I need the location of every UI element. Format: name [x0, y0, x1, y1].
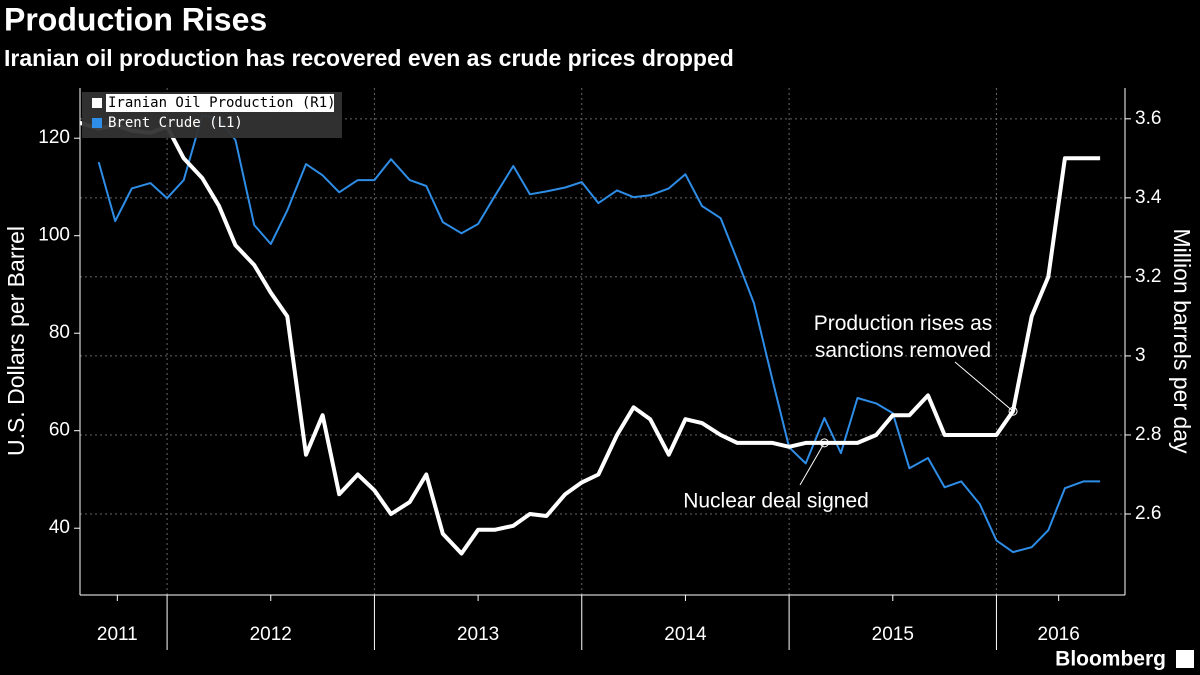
source: Bloomberg — [1055, 648, 1166, 671]
chart-title: Production Rises — [4, 1, 267, 37]
y2-tick-label: 3.6 — [1135, 108, 1161, 129]
y-tick-label: 40 — [49, 517, 70, 538]
y2-tick-label: 2.6 — [1135, 503, 1161, 524]
y-tick-label: 120 — [38, 127, 70, 148]
y-tick-label: 100 — [38, 225, 70, 246]
x-tick-label: 2016 — [1038, 624, 1080, 645]
legend-swatch — [92, 98, 102, 108]
annotation: Nuclear deal signed — [683, 490, 869, 513]
chart-subtitle: Iranian oil production has recovered eve… — [4, 45, 734, 71]
legend-swatch — [92, 118, 102, 128]
y2-axis-label: Million barrels per day — [1169, 229, 1195, 454]
y2-tick-label: 3.2 — [1135, 266, 1161, 287]
x-tick-label: 2012 — [250, 624, 292, 645]
x-tick-label: 2014 — [664, 624, 707, 645]
y2-tick-label: 3.4 — [1135, 187, 1162, 208]
legend-label: Brent Crude (L1) — [108, 115, 243, 131]
x-tick-label: 2013 — [457, 624, 499, 645]
y-tick-label: 80 — [49, 322, 70, 343]
series-line — [79, 120, 1101, 556]
y2-tick-label: 2.8 — [1135, 424, 1161, 445]
legend-highlight — [106, 94, 334, 112]
logo — [1176, 650, 1194, 668]
annotation-pointer — [954, 361, 1014, 412]
y-axis-label: U.S. Dollars per Barrel — [3, 226, 29, 456]
series-line — [97, 114, 1101, 554]
x-tick-label: 2015 — [872, 624, 914, 645]
annotation-point — [1008, 406, 1018, 416]
y2-tick-label: 3 — [1135, 345, 1146, 366]
annotation-pointer — [799, 442, 825, 486]
annotation: Production rises as sanctions removed — [814, 312, 993, 362]
legend-label: Iranian Oil Production (R1) — [108, 95, 336, 111]
x-tick-label: 2011 — [97, 624, 138, 645]
y-tick-label: 60 — [49, 420, 70, 441]
annotation-point — [819, 438, 829, 448]
